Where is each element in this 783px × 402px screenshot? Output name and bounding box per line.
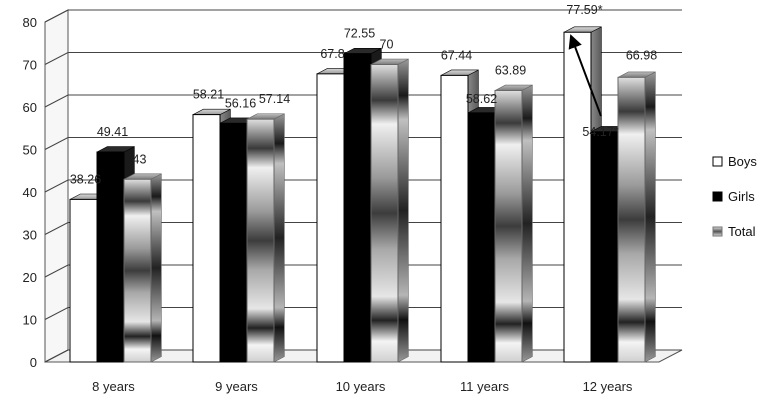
y-tick-label: 30 (23, 228, 37, 243)
data-label-girls-3: 58.62 (466, 92, 497, 106)
y-tick-label: 40 (23, 185, 37, 200)
bars (69, 26, 656, 363)
legend-label-girls: Girls (728, 189, 755, 204)
y-tick-label: 20 (23, 270, 37, 285)
data-label-girls-2: 72.55 (344, 27, 375, 41)
bar-total-1 (246, 113, 285, 363)
x-category-label: 12 years (583, 379, 633, 394)
data-label-boys-1: 58.21 (193, 88, 224, 102)
legend-label-boys: Boys (728, 154, 757, 169)
legend: Boys Girls Total (712, 154, 757, 239)
data-label-total-1: 57.14 (259, 92, 290, 106)
data-label-boys-0: 38.26 (70, 172, 101, 186)
y-tick-label: 50 (23, 143, 37, 158)
x-axis-category-labels: 8 years 9 years 10 years 11 years 12 years (92, 379, 633, 394)
data-label-boys-2: 67.8 (320, 47, 344, 61)
bar-total-3 (494, 84, 533, 363)
data-label-girls-4: 54.17* (582, 125, 618, 139)
data-label-girls-1: 56.16 (225, 96, 256, 110)
gridline (44, 52, 682, 65)
y-tick-label: 60 (23, 100, 37, 115)
data-label-total-4: 66.98 (626, 48, 657, 62)
data-label-total-2: 70 (380, 38, 394, 52)
y-tick-label: 70 (23, 58, 37, 73)
x-category-label: 10 years (336, 379, 386, 394)
significance-arrow (568, 34, 602, 117)
x-category-label: 8 years (92, 379, 135, 394)
bar-total-0 (123, 173, 162, 363)
legend-label-total: Total (728, 224, 756, 239)
data-label-total-3: 63.89 (495, 63, 526, 77)
data-label-boys-4: 77.59* (566, 3, 602, 17)
data-label-girls-0: 49.41 (97, 125, 128, 139)
data-label-boys-3: 67.44 (441, 48, 472, 62)
y-tick-label: 10 (23, 313, 37, 328)
data-label-total-0: 43 (133, 152, 147, 166)
bar-total-4 (617, 71, 656, 363)
gridline (44, 9, 682, 23)
legend-swatch-total (712, 226, 723, 237)
y-tick-label: 0 (30, 355, 37, 370)
legend-swatch-boys (712, 156, 723, 167)
bar-total-2 (370, 58, 409, 363)
y-tick-label: 80 (23, 15, 37, 30)
x-category-label: 9 years (215, 379, 258, 394)
y-axis-tick-labels: 0 10 20 30 40 50 60 70 80 (23, 15, 37, 370)
legend-swatch-girls (712, 191, 723, 202)
x-category-label: 11 years (460, 379, 509, 394)
